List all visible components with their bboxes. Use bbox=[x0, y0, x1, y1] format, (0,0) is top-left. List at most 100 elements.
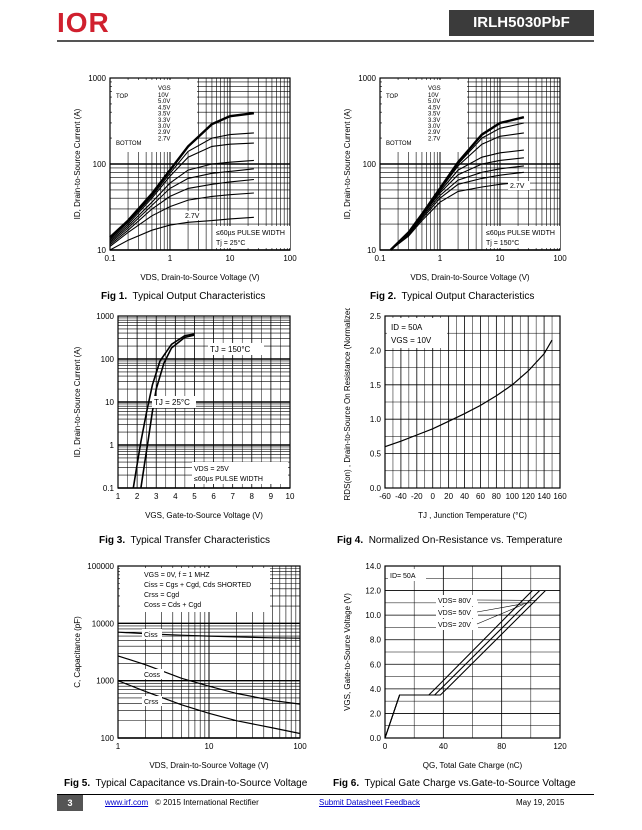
y-tick-label: 6.0 bbox=[370, 660, 382, 669]
x-tick-label: 0 bbox=[383, 742, 388, 751]
series-line bbox=[109, 216, 254, 251]
ir-logo: IOR bbox=[57, 7, 110, 38]
y-axis-label: RDS(on) , Drain-to-Source On Resistance … bbox=[343, 308, 352, 500]
y-tick-label: 8.0 bbox=[370, 636, 382, 645]
x-tick-label: 40 bbox=[439, 742, 448, 751]
series-line bbox=[390, 132, 524, 251]
x-tick-label: 7 bbox=[230, 492, 235, 501]
x-tick-label: 8 bbox=[250, 492, 255, 501]
legend-entry: 3.0V bbox=[158, 124, 170, 130]
series-line bbox=[109, 132, 254, 240]
fig2-caption: Fig 2. Typical Output Characteristics bbox=[370, 291, 535, 302]
series-line bbox=[384, 590, 533, 739]
legend-line: Crss = Cgd bbox=[144, 592, 179, 599]
legend-entry: 4.5V bbox=[428, 105, 440, 111]
ciss-label: Ciss bbox=[144, 632, 158, 639]
x-tick-label: 100 bbox=[506, 492, 520, 501]
y-tick-label: 2.0 bbox=[370, 346, 382, 355]
fig6-gate-charge-chart: 0 40 80 120 0.0 2.0 4.0 6.0 8.0 10.0 12.0 14.0 QG, T… bbox=[343, 562, 567, 770]
x-tick-label: 80 bbox=[497, 742, 506, 751]
x-tick-label: 140 bbox=[537, 492, 551, 501]
plot-frame bbox=[117, 565, 301, 739]
x-tick-label: 4 bbox=[173, 492, 178, 501]
legend-entry: 2.7V bbox=[158, 136, 170, 142]
label-backdrop bbox=[436, 619, 478, 630]
y-tick-label: 1.0 bbox=[370, 415, 382, 424]
x-tick-label: 6 bbox=[211, 492, 216, 501]
label-backdrop bbox=[508, 181, 530, 190]
x-tick-label: 80 bbox=[492, 492, 501, 501]
series-line bbox=[117, 655, 301, 705]
series-line bbox=[109, 159, 254, 243]
legend-bottom-label: BOTTOM bbox=[386, 141, 412, 147]
tj-25-label: TJ = 25°C bbox=[154, 398, 190, 407]
part-number-badge: IRLH5030PbF bbox=[449, 10, 594, 36]
website-link[interactable]: www.irf.com bbox=[105, 798, 149, 807]
x-tick-label: 20 bbox=[444, 492, 453, 501]
x-tick-label: 1 bbox=[116, 492, 121, 501]
label-backdrop bbox=[214, 226, 290, 248]
y-axis-label: ID, Drain-to-Source Current (A) bbox=[343, 108, 352, 219]
x-tick-label: 1 bbox=[116, 742, 121, 751]
series-line bbox=[109, 192, 254, 247]
fig2-output-characteristics-chart: 0.1 1 10 100 10 100 1000 VDS, Drain-to-Source V… bbox=[343, 74, 567, 282]
plot-frame bbox=[384, 315, 561, 489]
y-tick-label: 10 bbox=[367, 246, 376, 255]
y-tick-label: 1000 bbox=[88, 74, 106, 83]
label-backdrop bbox=[120, 568, 270, 612]
x-tick-label: -60 bbox=[379, 492, 391, 501]
label-backdrop bbox=[192, 462, 288, 484]
feedback-link[interactable]: Submit Datasheet Feedback bbox=[319, 798, 420, 807]
legend-entry: 3.3V bbox=[428, 118, 440, 124]
x-tick-label: 100 bbox=[553, 254, 567, 263]
legend-line: Coss = Cds + Cgd bbox=[144, 602, 201, 609]
leader-line bbox=[476, 602, 531, 613]
y-tick-label: 100 bbox=[363, 160, 377, 169]
x-tick-label: 120 bbox=[522, 492, 536, 501]
x-tick-label: 160 bbox=[553, 492, 567, 501]
legend-entry: 3.5V bbox=[428, 112, 440, 118]
curve-label-2-7v: 2.7V bbox=[185, 213, 200, 220]
legend-entry: 2.9V bbox=[428, 130, 440, 136]
crss-label: Crss bbox=[144, 699, 159, 706]
label-backdrop bbox=[436, 607, 478, 618]
label-backdrop bbox=[152, 396, 196, 408]
plot-frame bbox=[117, 315, 291, 489]
x-axis-label: VDS, Drain-to-Source Voltage (V) bbox=[410, 273, 529, 282]
label-backdrop bbox=[388, 569, 426, 581]
x-tick-label: -20 bbox=[411, 492, 423, 501]
id-50a-label: ID = 50A bbox=[391, 323, 423, 332]
x-tick-label: 10 bbox=[205, 742, 214, 751]
plot-frame bbox=[384, 565, 561, 739]
label-backdrop bbox=[142, 696, 162, 706]
label-backdrop bbox=[142, 669, 164, 679]
legend-title: VGS bbox=[158, 86, 171, 92]
y-axis-label: ID, Drain-to-Source Current (A) bbox=[73, 108, 82, 219]
legend-top-label: TOP bbox=[386, 94, 398, 100]
legend-entry: 3.5V bbox=[158, 112, 170, 118]
series-line bbox=[390, 157, 524, 251]
legend-entry: 10V bbox=[428, 93, 439, 99]
legend-entry: 5.0V bbox=[158, 99, 170, 105]
y-tick-label: 2.5 bbox=[370, 312, 382, 321]
y-tick-label: 1 bbox=[110, 441, 115, 450]
vgs-10v-label: VGS = 10V bbox=[391, 336, 432, 345]
y-tick-label: 100 bbox=[101, 355, 115, 364]
x-axis-label: QG, Total Gate Charge (nC) bbox=[423, 761, 523, 770]
y-tick-label: 10 bbox=[105, 398, 114, 407]
leader-line bbox=[476, 604, 524, 625]
series-line bbox=[390, 171, 524, 251]
y-tick-label: 10 bbox=[97, 246, 106, 255]
page-number: 3 bbox=[57, 795, 83, 811]
series-line bbox=[109, 112, 255, 239]
header-divider bbox=[57, 40, 594, 42]
legend-entry: 4.5V bbox=[158, 105, 170, 111]
label-backdrop bbox=[112, 80, 197, 152]
legend-entry: 2.7V bbox=[428, 136, 440, 142]
legend-entry: 5.0V bbox=[428, 99, 440, 105]
plot-frame bbox=[379, 77, 561, 251]
y-tick-label: 0.5 bbox=[370, 450, 382, 459]
id-50a-label: ID= 50A bbox=[390, 573, 416, 580]
coss-label: Coss bbox=[144, 672, 160, 679]
y-tick-label: 0.0 bbox=[370, 484, 382, 493]
